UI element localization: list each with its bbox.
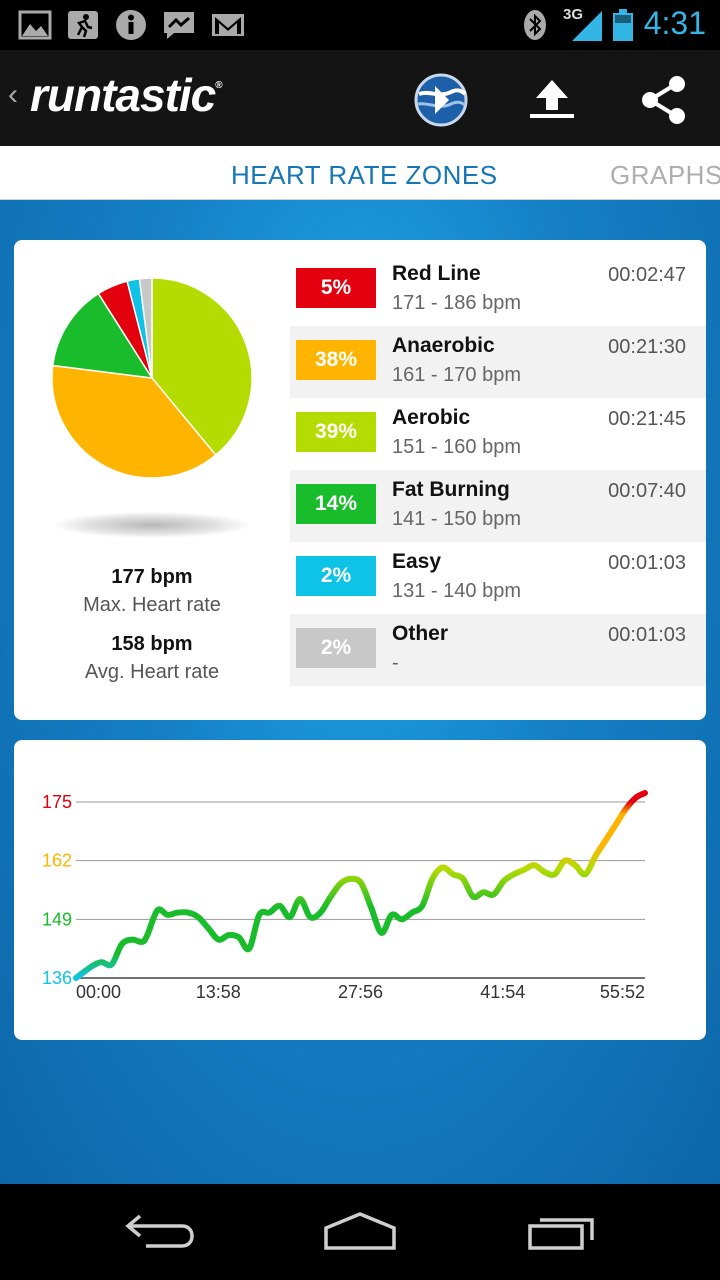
x-tick-label: 00:00 [76,982,121,1002]
zone-percent-badge: 39% [296,412,376,452]
zone-pie-chart [51,277,253,479]
zone-row-fat-burning[interactable]: 14% Fat Burning 141 - 150 bpm 00:07:40 [290,470,706,542]
tab-strip: HEART RATE ZONES GRAPHS [0,146,720,200]
zone-name: Aerobic [392,406,471,429]
zone-row-other[interactable]: 2% Other - 00:01:03 [290,614,706,686]
pie-slice-aerobic [151,277,253,457]
zone-row-easy[interactable]: 2% Easy 131 - 140 bpm 00:01:03 [290,542,706,614]
zone-name: Red Line [392,262,481,285]
signal-icon [572,11,602,41]
action-bar: ‹ runtastic® [0,50,720,146]
x-tick-label: 55:52 [600,982,645,1002]
app-logo: runtastic® [30,69,223,121]
recent-apps-icon[interactable] [522,1208,602,1256]
max-heart-rate-label: Max. Heart rate [83,594,221,616]
zone-range: 151 - 160 bpm [392,436,521,458]
bluetooth-icon [524,10,546,40]
runner-icon [68,11,98,39]
info-icon [116,10,146,40]
zone-percent-badge: 2% [296,628,376,668]
x-tick-label: 13:58 [196,982,241,1002]
avg-heart-rate-value: 158 bpm [111,633,193,655]
globe-icon[interactable] [413,72,469,128]
zone-name: Easy [392,550,442,573]
pie-slice-anaerobic [51,364,217,479]
zone-name: Other [392,622,449,645]
pie-slice-fat-burning [51,292,154,379]
zone-row-aerobic[interactable]: 39% Aerobic 151 - 160 bpm 00:21:45 [290,398,706,470]
zone-range: 141 - 150 bpm [392,508,521,530]
system-nav-bar [0,1184,720,1280]
zones-card: 177 bpm Max. Heart rate 158 bpm Avg. Hea… [14,240,706,720]
avg-heart-rate-label: Avg. Heart rate [84,661,220,683]
zone-time: 00:07:40 [608,480,686,502]
home-icon[interactable] [320,1208,400,1256]
battery-icon [613,9,633,41]
zone-time: 00:01:03 [608,624,686,646]
zone-percent-badge: 38% [296,340,376,380]
zone-time: 00:21:45 [608,408,686,430]
zone-row-red-line[interactable]: 5% Red Line 171 - 186 bpm 00:02:47 [290,254,706,326]
zone-percent-badge: 5% [296,268,376,308]
pie-slice-other [138,277,153,379]
pie-shadow [54,512,250,538]
y-tick-label: 162 [42,851,72,871]
image-icon [18,10,52,40]
share-icon[interactable] [636,72,692,128]
upload-icon[interactable] [524,72,580,128]
x-tick-label: 41:54 [480,982,525,1002]
status-bar: 3G 4:31 [0,0,720,50]
max-heart-rate-value: 177 bpm [111,566,193,588]
back-chevron-icon: ‹ [8,78,18,111]
zone-range: - [392,652,399,674]
y-tick-label: 175 [42,792,72,812]
zone-name: Anaerobic [392,334,495,357]
zone-time: 00:02:47 [608,264,686,286]
gmail-icon [212,14,244,36]
content-area: 177 bpm Max. Heart rate 158 bpm Avg. Hea… [0,200,720,1184]
zone-row-anaerobic[interactable]: 38% Anaerobic 161 - 170 bpm 00:21:30 [290,326,706,398]
x-tick-label: 27:56 [338,982,383,1002]
clock: 4:31 [643,5,706,41]
tab-heart-rate-zones[interactable]: HEART RATE ZONES [231,160,498,190]
y-tick-label: 149 [42,909,72,929]
zone-percent-badge: 14% [296,484,376,524]
zone-percent-badge: 2% [296,556,376,596]
heart-rate-graph-card[interactable]: 175 162 149 136 00:00 13:58 27:56 41:54 55:52 [14,740,706,1040]
zone-range: 171 - 186 bpm [392,292,521,314]
zone-time: 00:01:03 [608,552,686,574]
y-tick-label: 136 [42,968,72,988]
network-type: 3G [563,6,584,23]
zone-time: 00:21:30 [608,336,686,358]
heart-rate-series-line [73,789,648,981]
messenger-icon [164,12,194,39]
zone-range: 131 - 140 bpm [392,580,521,602]
tab-graphs[interactable]: GRAPHS [610,160,720,190]
back-icon[interactable] [120,1208,200,1256]
zone-name: Fat Burning [392,478,510,501]
zone-range: 161 - 170 bpm [392,364,521,386]
